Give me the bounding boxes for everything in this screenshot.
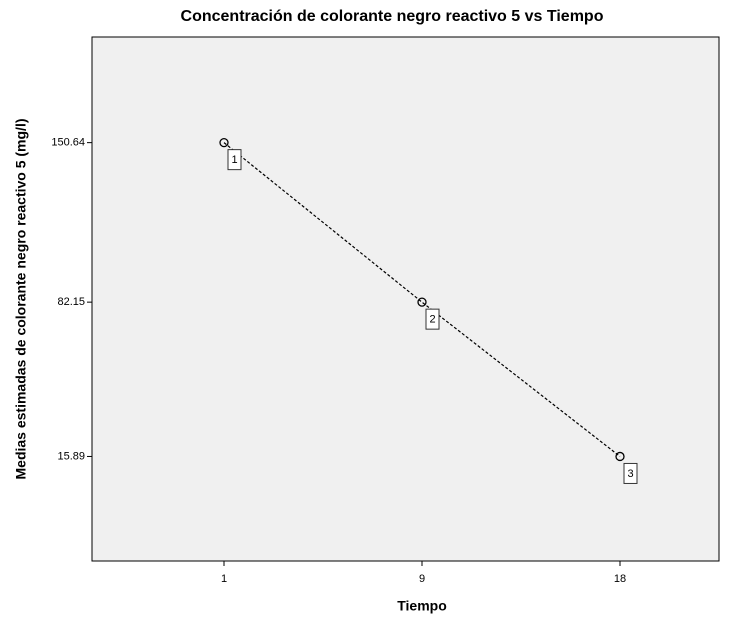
y-tick-label: 15.89 <box>57 450 85 462</box>
marker <box>219 137 229 148</box>
point-label: 1 <box>231 154 237 166</box>
data-line <box>223 142 621 457</box>
x-tick-label: 1 <box>221 573 227 585</box>
point-label-box <box>425 308 440 330</box>
marker <box>417 297 427 307</box>
plot-area <box>91 36 720 562</box>
marker <box>615 451 625 462</box>
point-label-box <box>623 462 638 484</box>
point-label: 2 <box>429 314 435 326</box>
x-axis-label: Tiempo <box>397 598 447 614</box>
x-tick-label: 9 <box>419 573 425 585</box>
point-label-box <box>227 149 242 171</box>
x-tick-label: 18 <box>614 573 626 585</box>
chart-title: Concentración de colorante negro reactiv… <box>181 8 604 25</box>
y-axis-label: Medias estimadas de colorante negro reac… <box>13 119 29 480</box>
y-tick-label: 82.15 <box>57 296 85 308</box>
y-tick-label: 150.64 <box>51 137 85 149</box>
point-label: 3 <box>627 468 633 480</box>
